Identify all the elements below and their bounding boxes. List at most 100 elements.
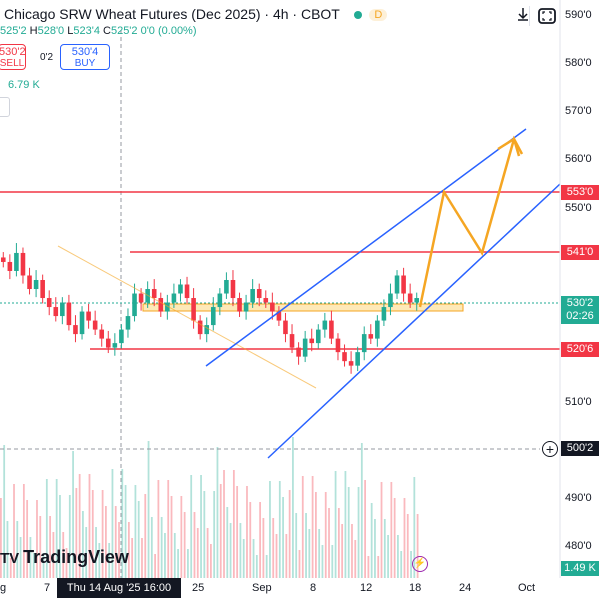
volume-bar [249,502,252,578]
volume-bar [45,479,48,578]
ohlc-legend: 525'2 H528'0 L523'4 C525'2 0'0 (0.00%) [0,25,197,37]
candle-body [368,334,374,339]
volume-bar [49,516,51,578]
volume-bar [134,485,137,578]
volume-bar [95,527,97,578]
volume-bar [262,518,265,578]
volume-bar [255,555,258,578]
volume-bar [75,488,78,578]
candle-body [407,293,413,303]
candle-body [204,325,210,335]
volume-bar [114,506,117,578]
horizontal-levels[interactable] [0,191,560,350]
volume-bar [200,475,202,578]
crosshair-price-tag: 500'2 [561,441,599,456]
indicator-toggle[interactable] [0,97,10,117]
lightning-icon[interactable]: ⚡ [412,556,428,572]
level-tag-541: 541'0 [561,245,599,260]
volume-bar [137,501,140,578]
candle-body [178,284,183,294]
volume-bar [16,521,19,578]
volume-bar [85,527,88,578]
price-tick: 570'0 [565,105,592,117]
volume-bar [55,479,58,578]
high-value: 528'0 [37,25,65,37]
volume-bar [282,497,284,578]
volume-bar [213,491,216,578]
time-label: g [0,582,7,594]
volume-bar [259,502,261,578]
price-tick: 550'0 [565,202,592,214]
candle-body [66,302,72,326]
last-price-tag: 530'2 [561,296,599,311]
volume-bar [400,551,403,578]
price-tick: 510'0 [565,396,592,408]
volume-bar [393,498,396,578]
chevron-down-icon[interactable] [513,6,533,26]
volume-bar [42,553,45,578]
volume-bar [36,500,38,578]
candle-body [289,334,295,348]
volume-legend: 6.79 K [8,79,40,91]
tradingview-logo[interactable]: TV TradingView [0,547,129,568]
sell-button[interactable]: 530'2 SELL [0,44,26,70]
volume-bar [210,544,212,578]
volume-bar [301,476,304,578]
volume-bar [380,482,383,578]
candle-body [14,252,19,271]
volume-bar [0,498,2,578]
volume-bar [374,519,376,578]
volume-bar [367,556,370,578]
low-value: 523'4 [73,25,100,37]
crosshair-lines [0,30,540,578]
price-tick: 580'0 [565,57,592,69]
volume-bar [360,443,363,578]
volume-bar [334,471,337,578]
camera-icon[interactable] [537,6,557,26]
candle-body [322,320,328,330]
candle-body [230,280,236,299]
buy-button[interactable]: 530'4 BUY [60,44,110,70]
volume-bar [9,558,12,578]
symbol-title[interactable]: Chicago SRW Wheat Futures (Dec 2025) · 4… [4,6,340,22]
volume-bar [223,470,225,578]
volume-bar [285,534,288,578]
plus-icon[interactable]: + [542,441,558,457]
volume-bar [150,517,153,578]
volume-bar [111,469,114,578]
time-label: Sep [252,582,272,594]
level-tag-553: 553'0 [561,185,599,200]
volume-bar [32,553,35,578]
candle-body [99,329,105,339]
price-tick: 480'0 [565,540,592,552]
volume-bar [147,441,150,578]
close-key: C [103,25,111,37]
volume-bar [216,447,219,578]
volume-bar [413,477,416,578]
volume-bar [105,506,107,578]
volume-bars [0,437,419,578]
candle-body [243,302,249,312]
candle-body [375,320,380,339]
volume-bar [272,518,275,578]
toolbar-divider [529,6,530,26]
volume-bar [39,516,42,578]
volume-bar [397,535,399,578]
volume-bar [331,545,334,578]
channel-upper-line [205,128,527,367]
candle-body [112,343,118,348]
candle-body [401,275,406,294]
channel-lower-line [267,183,561,459]
volume-bar [59,495,61,578]
candle-body [355,352,360,366]
logo-text: TradingView [23,547,129,567]
volume-bar [68,495,71,578]
buy-label: BUY [74,58,96,69]
candle-body [256,289,262,299]
price-tick: 490'0 [565,492,592,504]
trend-drawings[interactable] [57,128,561,459]
candle-body [20,252,26,276]
high-key: H [29,25,38,37]
candle-body [394,275,400,294]
